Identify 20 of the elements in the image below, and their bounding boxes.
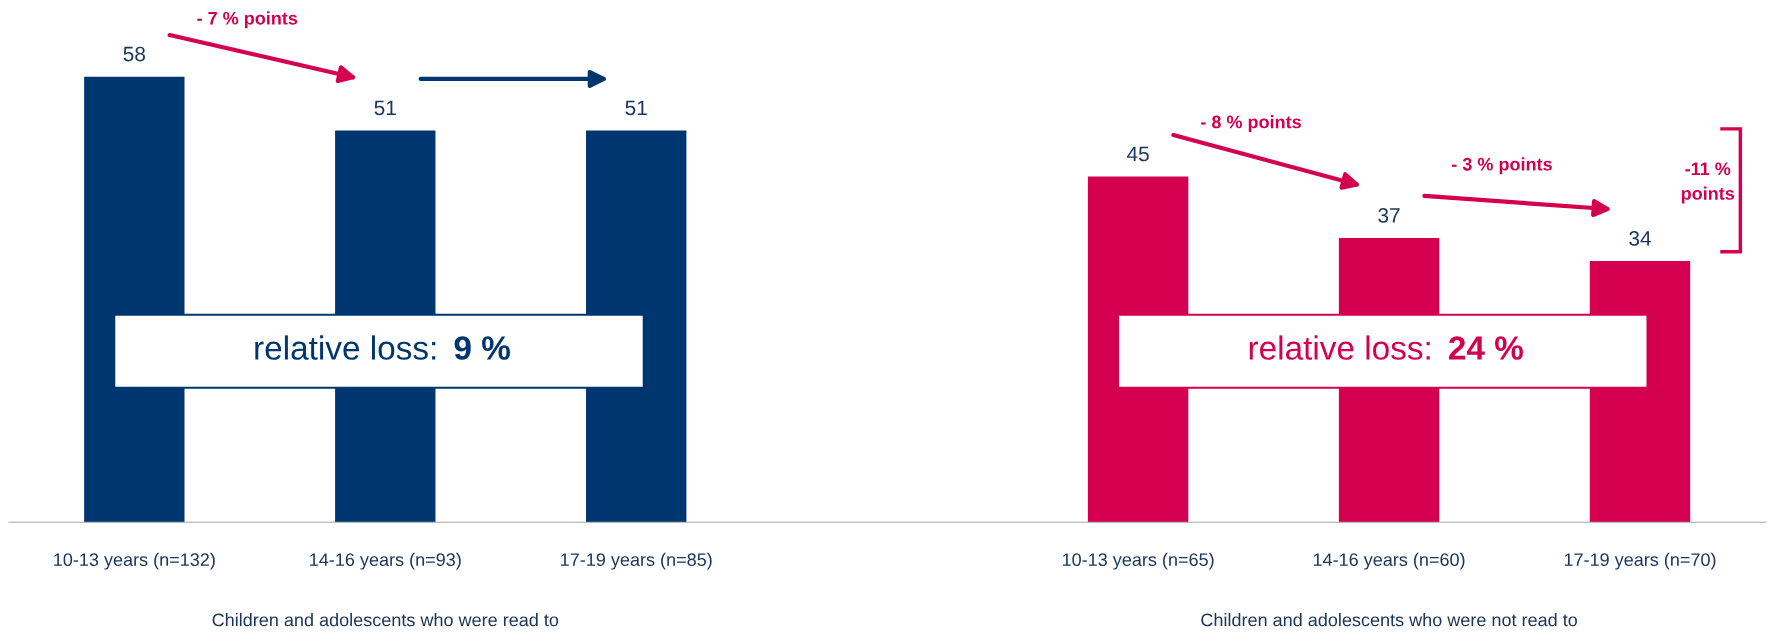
x-tick-label: 14-16 years (n=93) [310, 552, 461, 570]
x-tick-label: 10-13 years (n=65) [1062, 552, 1214, 570]
data-label: 37 [1378, 207, 1400, 223]
data-label: 58 [123, 46, 145, 62]
annotation: relative loss: 24 % [1249, 335, 1523, 360]
x-tick-label: 17-19 years (n=70) [1564, 552, 1716, 570]
data-label: 51 [625, 100, 647, 116]
x-tick-label: 17-19 years (n=85) [561, 552, 712, 570]
data-label: 45 [1126, 146, 1149, 162]
x-tick-label: 10-13 years (n=132) [54, 552, 215, 570]
text: Children and adolescents who were not read to [1201, 613, 1577, 627]
data-label: 51 [374, 100, 396, 116]
data-label: 34 [1629, 231, 1651, 246]
annotation: relative loss: 9 % [255, 335, 510, 360]
annotation: - 8 % points [1201, 115, 1301, 132]
x-tick-label: 14-16 years (n=60) [1313, 552, 1465, 570]
annotation: - 3 % points [1452, 157, 1552, 175]
text: - 7 % points [197, 11, 298, 29]
text: Children and adolescents who were read to [212, 613, 559, 627]
annotation: -11 % points [1681, 162, 1735, 204]
